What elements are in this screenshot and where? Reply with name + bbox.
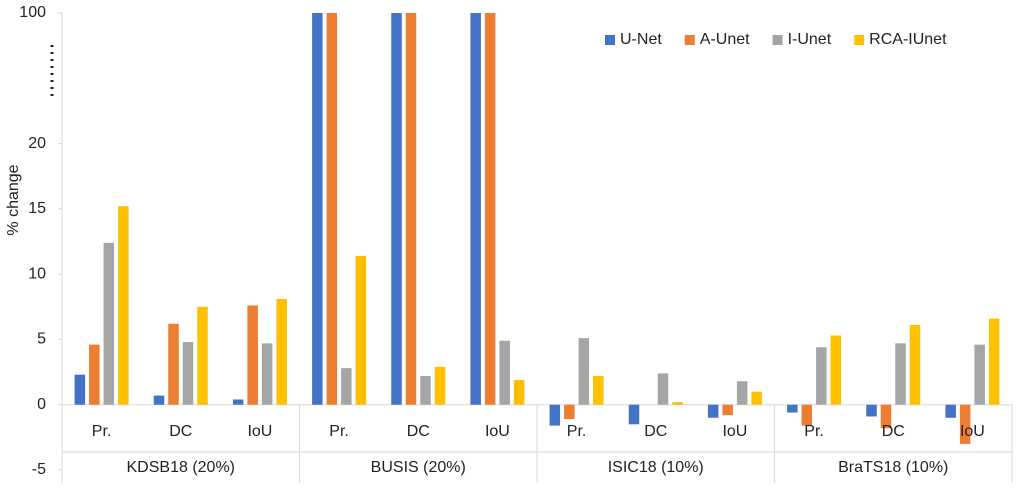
bar bbox=[736, 381, 748, 405]
bar bbox=[276, 298, 287, 405]
bar bbox=[232, 399, 244, 405]
bar bbox=[672, 402, 683, 405]
bar bbox=[593, 375, 604, 405]
bar bbox=[341, 368, 352, 405]
bar bbox=[391, 13, 402, 405]
bar bbox=[787, 404, 798, 413]
x-tick-label: Pr. bbox=[804, 423, 824, 440]
bar bbox=[564, 404, 575, 420]
bar bbox=[801, 404, 813, 426]
x-tick-label: DC bbox=[407, 423, 430, 440]
bar bbox=[628, 404, 640, 425]
y-tick-label: 20 bbox=[28, 135, 46, 152]
x-tick-label: IoU bbox=[247, 423, 272, 440]
bar bbox=[880, 404, 892, 429]
bar bbox=[657, 373, 669, 405]
bar bbox=[261, 343, 273, 405]
bar bbox=[830, 335, 842, 405]
bar bbox=[197, 306, 208, 405]
bar bbox=[549, 404, 561, 426]
group-label: KDSB18 (20%) bbox=[127, 459, 236, 476]
legend-swatch bbox=[854, 35, 865, 45]
x-tick-label: IoU bbox=[485, 423, 510, 440]
bar bbox=[118, 206, 129, 405]
bar bbox=[434, 366, 446, 405]
bar bbox=[722, 404, 733, 416]
bar bbox=[484, 13, 496, 405]
bar bbox=[866, 404, 877, 417]
legend-swatch bbox=[772, 35, 783, 45]
bar bbox=[895, 343, 906, 405]
y-tick-label: 100 bbox=[19, 4, 46, 21]
group-label: BUSIS (20%) bbox=[371, 459, 466, 476]
legend-label: A-Unet bbox=[700, 31, 750, 48]
y-tick-label: -5 bbox=[32, 461, 46, 478]
bar bbox=[959, 404, 971, 444]
bar bbox=[707, 404, 719, 418]
bar bbox=[89, 344, 100, 405]
bar bbox=[405, 13, 417, 405]
legend-label: U-Net bbox=[620, 31, 662, 48]
legend-swatch bbox=[605, 35, 615, 45]
bar bbox=[578, 338, 590, 405]
bar bbox=[751, 391, 762, 405]
bar bbox=[312, 13, 323, 405]
bar bbox=[974, 344, 985, 405]
bar bbox=[182, 342, 194, 405]
group-label: BraTS18 (10%) bbox=[838, 459, 948, 476]
bar bbox=[153, 395, 165, 405]
y-tick-label: 15 bbox=[28, 200, 46, 217]
bar bbox=[988, 318, 1000, 405]
legend-label: I-Unet bbox=[788, 31, 832, 48]
bar bbox=[816, 347, 827, 405]
bar bbox=[499, 340, 510, 405]
y-tick-label: 10 bbox=[28, 265, 46, 282]
y-tick-label: 5 bbox=[37, 331, 46, 348]
x-tick-label: IoU bbox=[960, 423, 985, 440]
bar bbox=[74, 374, 86, 405]
bar bbox=[513, 379, 525, 405]
x-tick-label: DC bbox=[169, 423, 192, 440]
x-tick-label: IoU bbox=[722, 423, 747, 440]
bar bbox=[247, 305, 258, 405]
bar bbox=[355, 255, 367, 405]
x-tick-label: DC bbox=[882, 423, 905, 440]
y-axis-title: % change bbox=[5, 164, 22, 235]
bar bbox=[909, 325, 921, 405]
bar bbox=[168, 323, 179, 405]
group-label: ISIC18 (10%) bbox=[608, 459, 704, 476]
x-tick-label: Pr. bbox=[329, 423, 349, 440]
bar bbox=[326, 13, 338, 405]
bar bbox=[945, 404, 956, 418]
legend-label: RCA-IUnet bbox=[869, 31, 947, 48]
y-tick-label: 0 bbox=[37, 396, 46, 413]
legend-swatch bbox=[684, 35, 695, 45]
x-tick-label: DC bbox=[644, 423, 667, 440]
x-tick-label: Pr. bbox=[92, 423, 112, 440]
bar bbox=[420, 375, 431, 405]
bar bbox=[470, 13, 481, 405]
x-tick-label: Pr. bbox=[567, 423, 587, 440]
bar bbox=[103, 242, 115, 405]
